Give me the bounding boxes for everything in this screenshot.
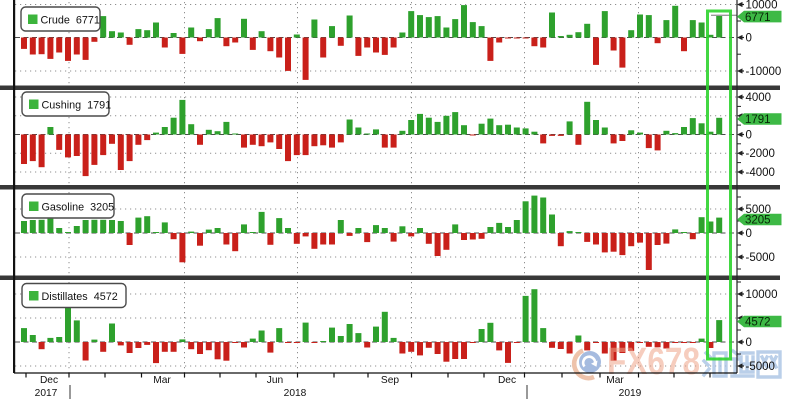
svg-text:0: 0: [746, 228, 752, 240]
svg-text:3205: 3205: [745, 215, 771, 227]
svg-text:-10000: -10000: [746, 66, 782, 78]
svg-text:0: 0: [746, 33, 752, 45]
svg-text:Gasoline 3205: Gasoline 3205: [42, 201, 115, 213]
svg-text:-2000: -2000: [746, 148, 775, 160]
svg-text:Mar: Mar: [606, 375, 624, 386]
svg-text:10000: 10000: [746, 0, 778, 12]
svg-text:4572: 4572: [745, 317, 771, 329]
svg-text:Sep: Sep: [381, 375, 399, 386]
svg-text:FX678: FX678: [607, 341, 700, 383]
svg-text:Dec: Dec: [40, 375, 58, 386]
svg-text:Cushing 1791: Cushing 1791: [42, 99, 112, 111]
svg-text:2018: 2018: [284, 388, 307, 399]
svg-text:-5000: -5000: [746, 252, 775, 264]
svg-text:-5000: -5000: [746, 361, 775, 373]
svg-text:2019: 2019: [619, 388, 642, 399]
svg-text:Crude 6771: Crude 6771: [41, 14, 100, 26]
svg-text:4000: 4000: [746, 92, 772, 104]
svg-text:Jun: Jun: [267, 375, 283, 386]
svg-text:2017: 2017: [35, 388, 58, 399]
svg-text:Distillates 4572: Distillates 4572: [42, 291, 118, 303]
svg-text:Mar: Mar: [153, 375, 171, 386]
svg-text:5000: 5000: [746, 204, 772, 216]
svg-text:1791: 1791: [745, 114, 771, 126]
svg-text:10000: 10000: [746, 289, 778, 301]
svg-text:-4000: -4000: [746, 167, 775, 179]
svg-text:6771: 6771: [745, 12, 771, 24]
svg-text:Dec: Dec: [498, 375, 516, 386]
svg-text:0: 0: [746, 130, 752, 142]
svg-text:0: 0: [746, 337, 752, 349]
